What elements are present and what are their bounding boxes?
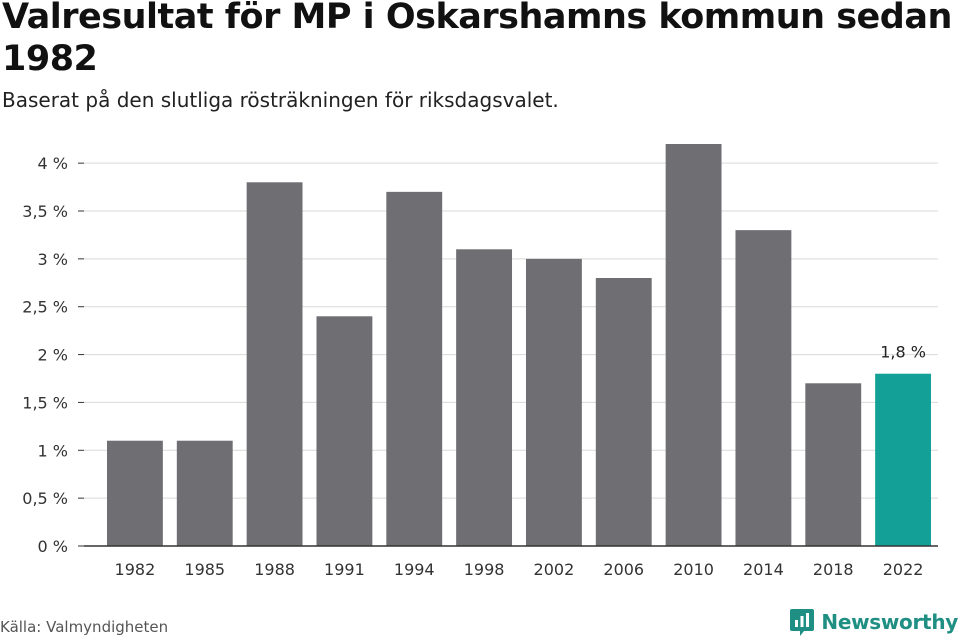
source-note: Källa: Valmyndigheten	[0, 618, 169, 636]
y-tick-label: 0,5 %	[22, 489, 68, 508]
data-labels: 1,8 %	[880, 343, 926, 362]
x-tick-label: 1985	[184, 560, 225, 579]
brand-name: Newsworthy	[821, 610, 958, 634]
x-tick-label: 1991	[324, 560, 365, 579]
y-tick-label: 1 %	[38, 441, 68, 460]
y-tick-label: 0 %	[38, 537, 68, 556]
bar-1988	[246, 182, 303, 547]
bar-2010	[665, 144, 722, 546]
x-tick-label: 1998	[464, 560, 505, 579]
brand-logo[interactable]: Newsworthy	[789, 606, 958, 638]
y-axis-ticks: 0 % 0,5 % 1 % 1,5 % 2 % 2,5 % 3 % 3,5 % 4 %	[22, 154, 68, 556]
y-tick-label: 2 %	[38, 346, 68, 365]
chart-subtitle: Baserat på den slutliga rösträkningen fö…	[2, 88, 559, 112]
x-tick-label: 2018	[813, 560, 854, 579]
bar-2014	[735, 230, 792, 546]
x-axis-ticks: 1982 1985 1988 1991 1994 1998 2002 2006 2010 2014…	[115, 560, 924, 579]
x-tick-label: 1988	[254, 560, 295, 579]
x-tick-label: 2014	[743, 560, 784, 579]
bars	[106, 144, 932, 547]
x-tick-label: 1982	[115, 560, 156, 579]
bar-2002	[525, 258, 582, 546]
y-tick-label: 3,5 %	[22, 202, 68, 221]
x-tick-label: 2022	[883, 560, 924, 579]
bar-1998	[456, 249, 513, 547]
y-tick-label: 1,5 %	[22, 393, 68, 412]
chart-title: Valresultat för MP i Oskarshamns kommun …	[2, 0, 952, 79]
newsworthy-logo-icon	[790, 609, 815, 636]
bar-1985	[176, 440, 233, 546]
y-tick-label: 2,5 %	[22, 298, 68, 317]
x-tick-label: 2006	[603, 560, 644, 579]
bar-2018	[805, 383, 862, 546]
bar-1982	[106, 440, 163, 546]
bar-2006	[595, 278, 652, 546]
y-tick-label: 4 %	[38, 154, 68, 173]
x-tick-label: 2002	[534, 560, 575, 579]
bar-1991	[316, 316, 373, 546]
bar-2022	[875, 373, 932, 546]
y-tick-label: 3 %	[38, 250, 68, 269]
bar-1994	[386, 191, 443, 546]
x-tick-label: 2010	[673, 560, 714, 579]
x-tick-label: 1994	[394, 560, 435, 579]
data-label: 1,8 %	[880, 343, 926, 362]
bar-chart: 0 % 0,5 % 1 % 1,5 % 2 % 2,5 % 3 % 3,5 % 4 % 1982…	[22, 144, 938, 579]
